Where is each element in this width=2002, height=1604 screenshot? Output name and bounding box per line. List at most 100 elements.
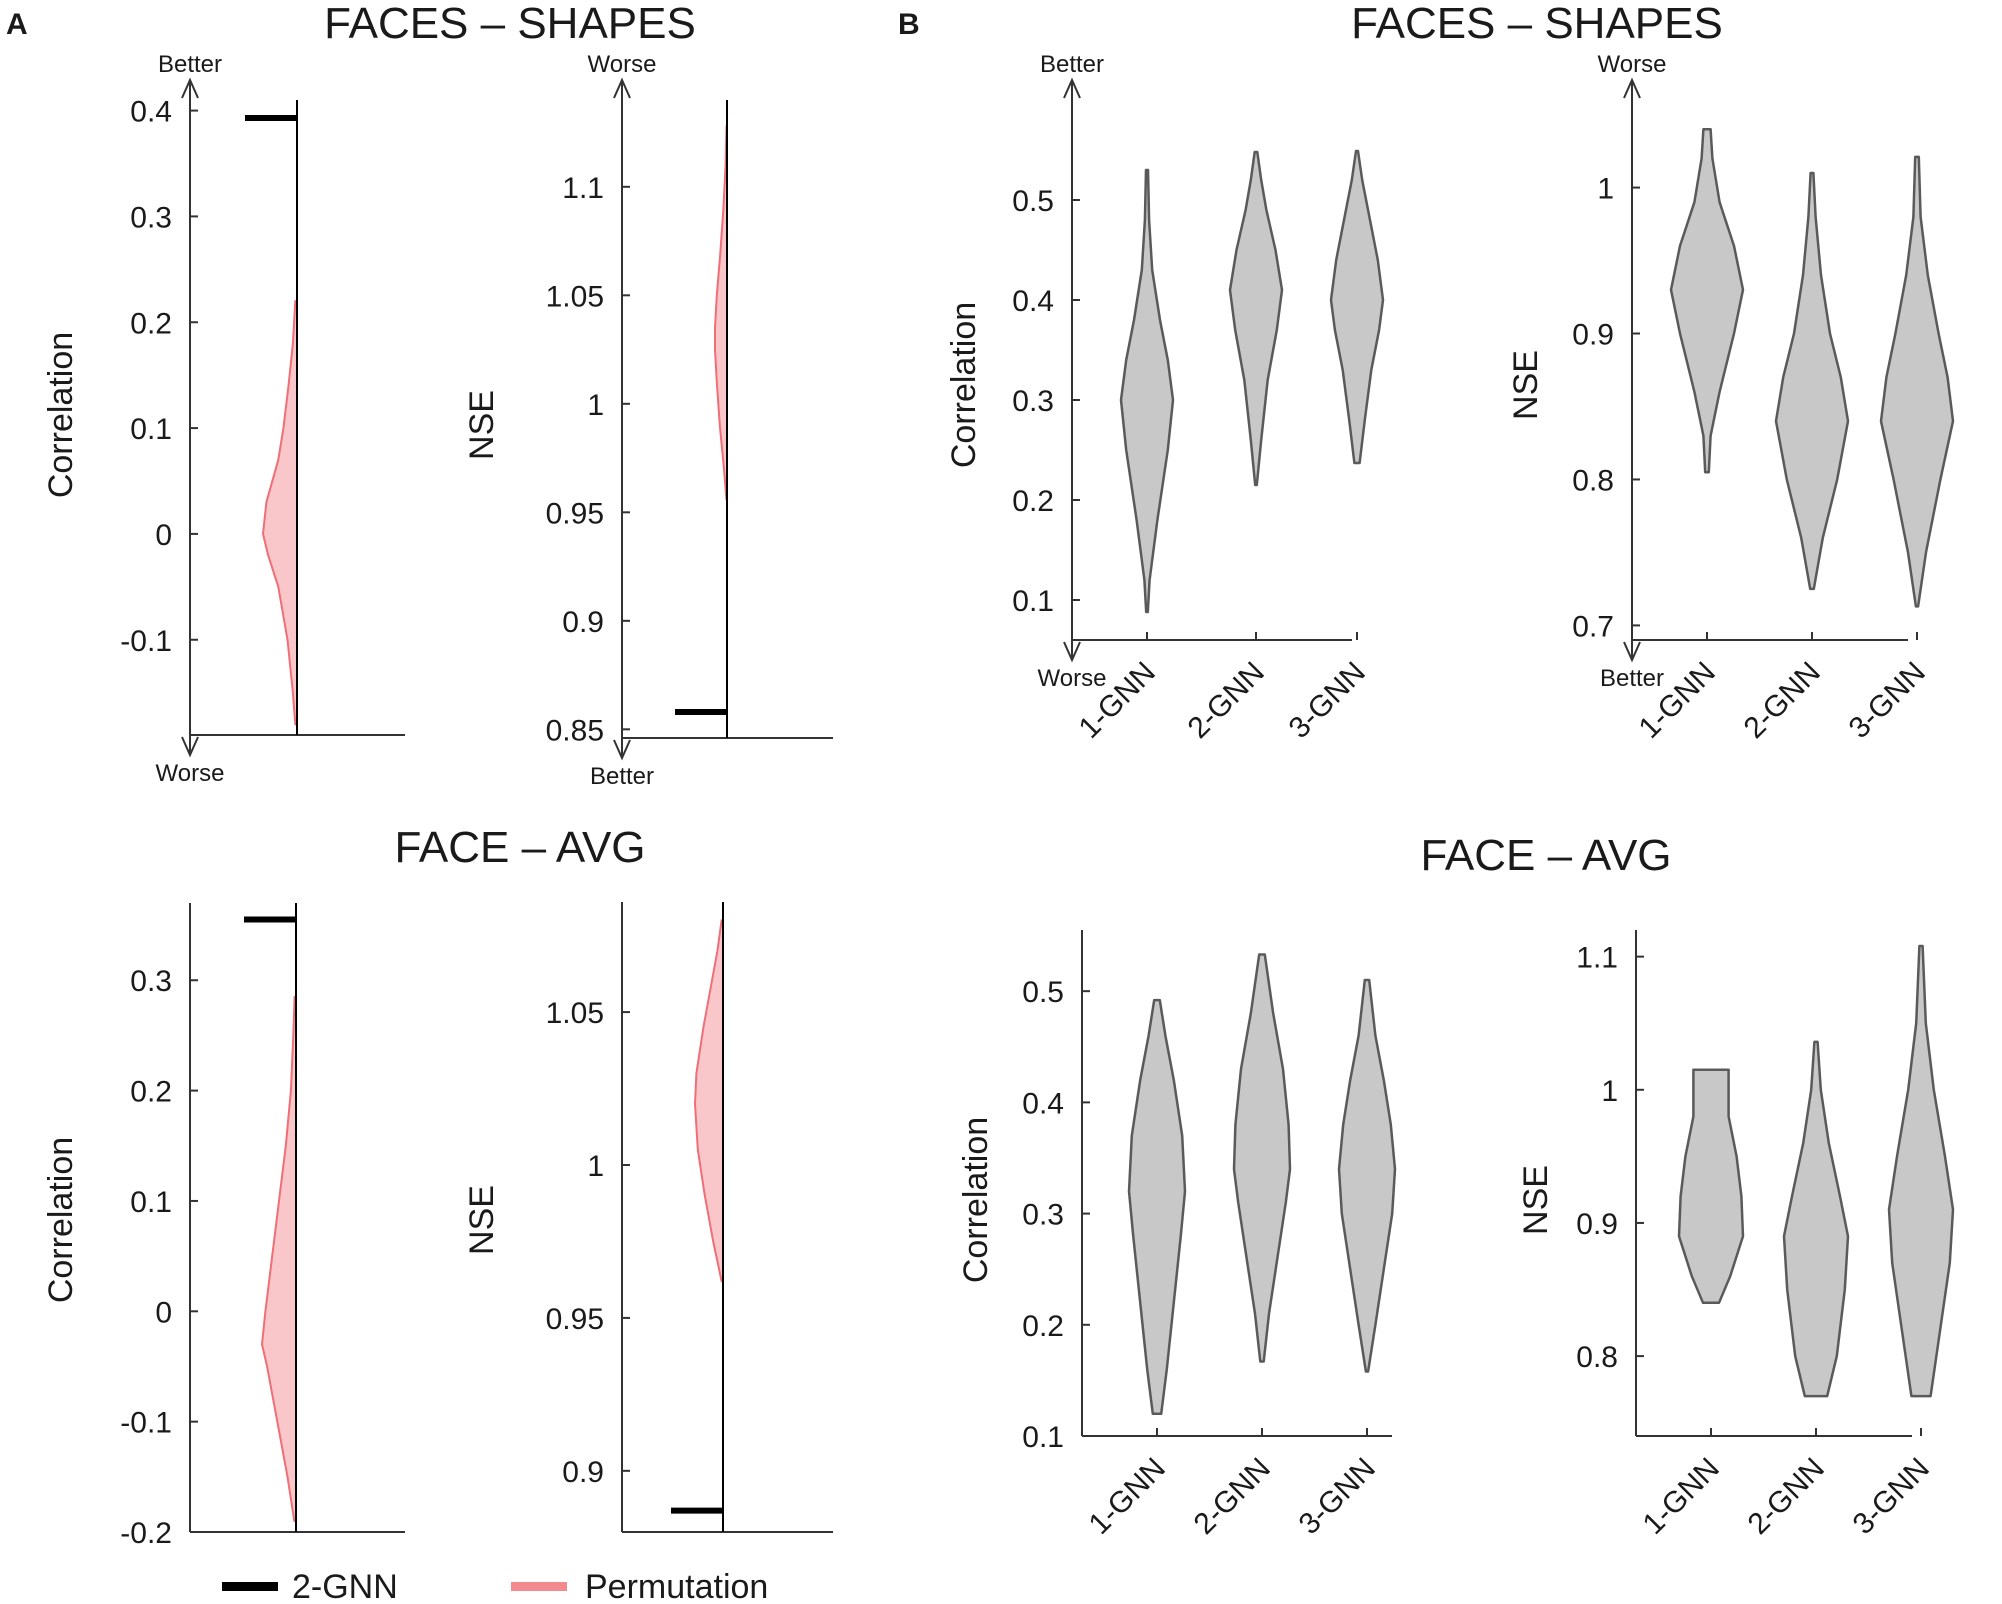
title-a-top: FACES – SHAPES: [324, 0, 696, 48]
a1-ytick-label: 0.3: [130, 201, 172, 234]
a1-ylabel: Correlation: [42, 332, 80, 498]
title-a-bottom: FACE – AVG: [394, 823, 645, 872]
b1-xtick-label: 2-GNN: [1182, 656, 1271, 745]
b2-violin-1-gnn: [1669, 127, 1745, 474]
b3-xtick-label: 2-GNN: [1188, 1452, 1277, 1541]
a4-ytick-label: 0.95: [546, 1303, 604, 1336]
a1-ytick-label: -0.1: [120, 625, 172, 658]
b1-top-arrow-label: Better: [1040, 51, 1104, 78]
a4-ytick-label: 1.05: [546, 997, 604, 1030]
a1-top-arrow: [181, 77, 199, 99]
b2-ytick-label: 0.8: [1572, 464, 1614, 497]
a1-bottom-arrow-label: Worse: [156, 760, 225, 787]
chart-a3: 0.3 0.2 0.1 0 -0.1 -0.2 Correlation: [42, 903, 405, 1550]
b3-ytick-label: 0.1: [1022, 1421, 1064, 1454]
a1-bottom-arrow: [181, 736, 199, 758]
chart-b3: 0.5 0.4 0.3 0.2 0.1 Correlation 1-GNN 2-GNN 3-GN…: [957, 953, 1397, 1541]
b4-ytick-label: 1.1: [1576, 942, 1618, 975]
a4-ytick-label: 1: [587, 1150, 604, 1183]
b2-ytick-label: 1: [1597, 173, 1614, 206]
panel-label-b: B: [898, 8, 920, 41]
a3-ytick-label: -0.2: [120, 1517, 172, 1550]
a3-ytick-label: -0.1: [120, 1407, 172, 1440]
b3-violin-3-gnn: [1337, 978, 1397, 1373]
b3-xtick-label: 1-GNN: [1083, 1452, 1172, 1541]
a4-permutation-distribution: [694, 919, 724, 1283]
a1-y-axis: Better Worse: [156, 51, 225, 787]
b1-ytick-label: 0.3: [1012, 385, 1054, 418]
a3-permutation-distribution: [261, 995, 297, 1522]
a3-ytick-label: 0.1: [130, 1186, 172, 1219]
b4-xtick-label: 2-GNN: [1742, 1452, 1831, 1541]
a2-ylabel: NSE: [463, 390, 501, 460]
a2-ytick-label: 0.9: [562, 606, 604, 639]
b1-violin-3-gnn: [1329, 149, 1385, 465]
b3-violin-1-gnn: [1127, 998, 1187, 1416]
a2-bottom-arrow: [613, 739, 631, 761]
b3-xtick-label: 3-GNN: [1293, 1452, 1382, 1541]
b1-bottom-arrow-label: Worse: [1038, 665, 1107, 692]
a3-ytick-label: 0.2: [130, 1076, 172, 1109]
b4-violin-1-gnn: [1677, 1068, 1745, 1305]
title-b-bottom: FACE – AVG: [1420, 831, 1671, 880]
b4-ylabel: NSE: [1517, 1165, 1555, 1235]
a2-y-axis: Worse Better: [588, 51, 657, 790]
b4-ytick-label: 0.9: [1576, 1208, 1618, 1241]
b2-ytick-label: 0.7: [1572, 610, 1614, 643]
b2-bottom-arrow: [1623, 641, 1641, 663]
panel-label-a: A: [6, 8, 28, 41]
b4-xtick-label: 1-GNN: [1637, 1452, 1726, 1541]
b3-ytick-label: 0.3: [1022, 1199, 1064, 1232]
b1-ytick-label: 0.1: [1012, 585, 1054, 618]
b1-ytick-label: 0.2: [1012, 485, 1054, 518]
legend-permutation-label: Permutation: [585, 1568, 768, 1604]
b4-ytick-label: 0.8: [1576, 1341, 1618, 1374]
b3-ytick-label: 0.4: [1022, 1087, 1064, 1120]
a3-ytick-label: 0.3: [130, 965, 172, 998]
a1-top-arrow-label: Better: [158, 51, 222, 78]
chart-a4: 1.05 1 0.95 0.9 NSE: [463, 902, 833, 1533]
a2-ytick-label: 1: [587, 389, 604, 422]
a4-ylabel: NSE: [463, 1185, 501, 1255]
b1-ytick-label: 0.4: [1012, 285, 1054, 318]
b2-top-arrow-label: Worse: [1598, 51, 1667, 78]
a3-ylabel: Correlation: [42, 1137, 80, 1303]
b2-xtick-label: 2-GNN: [1738, 656, 1827, 745]
a4-ytick-label: 0.9: [562, 1456, 604, 1489]
chart-a1: 0.4 0.3 0.2 0.1 0 -0.1 Correlation: [42, 96, 405, 736]
b3-violin-2-gnn: [1232, 953, 1292, 1363]
legend-gnn-label: 2-GNN: [292, 1568, 398, 1604]
a2-top-arrow-label: Worse: [588, 51, 657, 78]
b4-violin-2-gnn: [1782, 1040, 1850, 1398]
chart-b4: 1.1 1 0.9 0.8 NSE 1-GNN 2-GNN 3-GNN: [1517, 942, 1955, 1541]
chart-a2: 1.1 1.05 1 0.95 0.9 0.85 NSE: [463, 100, 833, 747]
a1-ytick-label: 0: [155, 519, 172, 552]
a3-ytick-label: 0: [155, 1296, 172, 1329]
b1-ylabel: Correlation: [945, 302, 983, 468]
b2-y-axis: Worse Better: [1598, 51, 1667, 692]
b1-ytick-label: 0.5: [1012, 185, 1054, 218]
legend-permutation-swatch: [511, 1582, 567, 1591]
legend: 2-GNN Permutation: [222, 1568, 768, 1604]
b2-ytick-label: 0.9: [1572, 319, 1614, 352]
b1-bottom-arrow: [1063, 641, 1081, 663]
b2-xtick-label: 3-GNN: [1843, 656, 1932, 745]
b3-ytick-label: 0.5: [1022, 976, 1064, 1009]
b2-violin-3-gnn: [1879, 155, 1955, 608]
b3-ylabel: Correlation: [957, 1117, 995, 1283]
a1-ytick-label: 0.1: [130, 413, 172, 446]
a2-ytick-label: 1.05: [546, 280, 604, 313]
plots: 0.4 0.3 0.2 0.1 0 -0.1 Correlation Better Worse 1…: [42, 51, 1955, 1550]
a1-ytick-label: 0.2: [130, 307, 172, 340]
a2-ytick-label: 1.1: [562, 172, 604, 205]
b2-bottom-arrow-label: Better: [1600, 665, 1664, 692]
a2-ytick-label: 0.85: [546, 714, 604, 747]
b2-ylabel: NSE: [1507, 350, 1545, 420]
b2-top-arrow: [1623, 77, 1641, 99]
b1-top-arrow: [1063, 77, 1081, 99]
b1-xtick-label: 3-GNN: [1283, 656, 1372, 745]
legend-gnn-swatch: [222, 1582, 278, 1591]
